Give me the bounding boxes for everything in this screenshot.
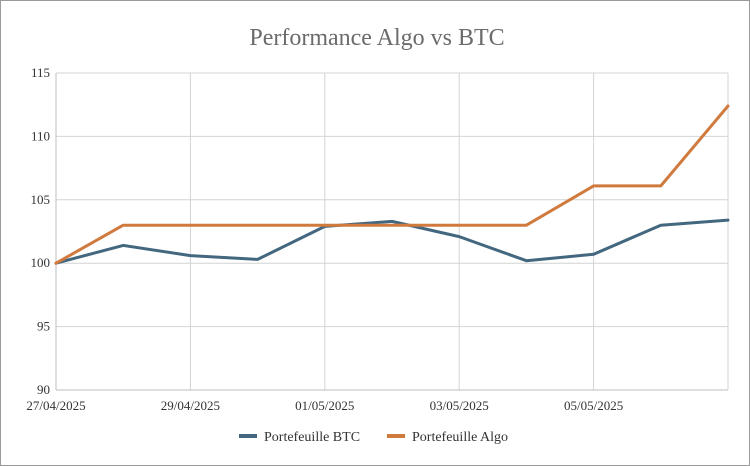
legend-item-algo[interactable]: Portefeuille Algo (387, 430, 508, 445)
y-tick-label: 110 (31, 128, 50, 143)
axes: 90 95 100 105 110 115 27/04/2025 29/04/2025 01/0… (26, 65, 728, 413)
series-lines (54, 104, 730, 265)
y-tick-label: 115 (31, 65, 50, 80)
x-tick-label: 03/05/2025 (430, 398, 489, 413)
y-tick-label: 105 (31, 192, 51, 207)
x-tick-label: 01/05/2025 (295, 398, 354, 413)
chart-title: Performance Algo vs BTC (249, 25, 504, 51)
legend-item-btc[interactable]: Portefeuille BTC (239, 430, 360, 445)
legend-label: Portefeuille Algo (412, 430, 508, 445)
series-line-algo (54, 104, 730, 265)
series-line-btc (54, 218, 730, 265)
legend: Portefeuille BTC Portefeuille Algo (239, 430, 508, 445)
x-tick-label: 27/04/2025 (26, 398, 85, 413)
grid (55, 72, 729, 391)
x-tick-label: 05/05/2025 (564, 398, 623, 413)
y-tick-label: 100 (31, 255, 51, 270)
y-tick-label: 95 (37, 319, 50, 334)
legend-label: Portefeuille BTC (264, 430, 360, 445)
x-tick-label: 29/04/2025 (161, 398, 220, 413)
y-tick-label: 90 (37, 382, 50, 397)
